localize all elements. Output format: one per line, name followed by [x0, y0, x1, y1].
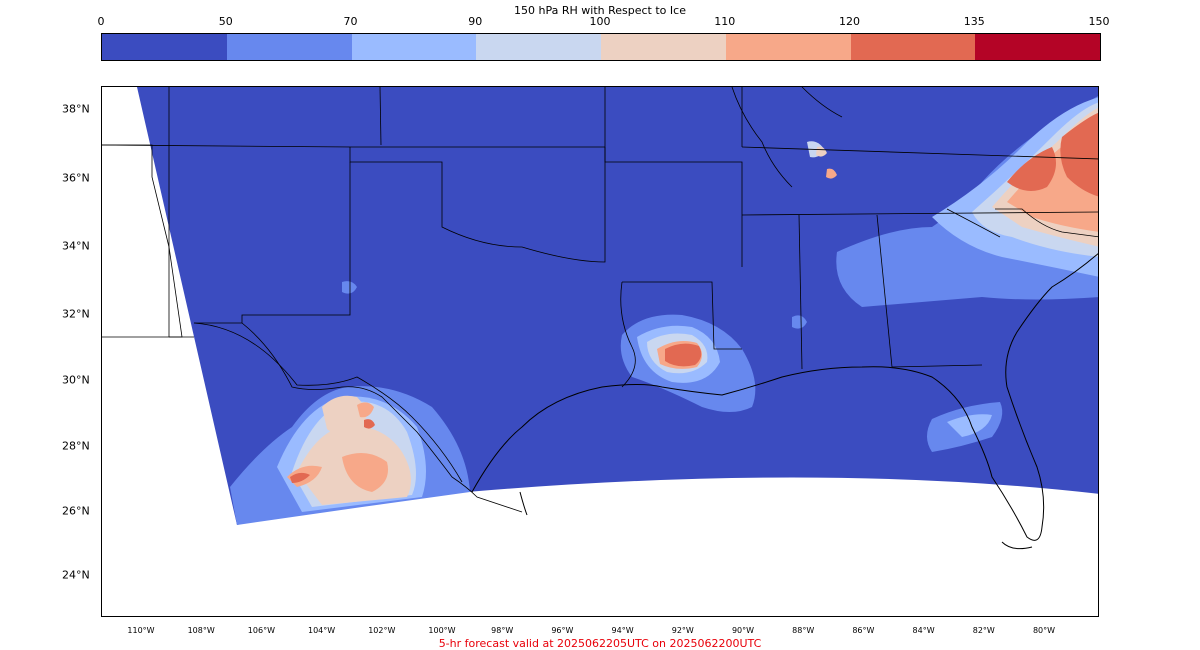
colorbar-tick-5: 110 — [714, 15, 736, 28]
colorbar-segment-5 — [725, 34, 851, 60]
lon-label-5: 100°W — [428, 626, 456, 635]
lon-label-3: 104°W — [308, 626, 336, 635]
colorbar-segment-3 — [476, 34, 601, 60]
lon-label-11: 88°W — [792, 626, 815, 635]
lon-label-12: 86°W — [852, 626, 875, 635]
lat-label-5: 28°N — [62, 439, 90, 453]
colorbar-tick-2: 70 — [343, 15, 358, 28]
map-svg — [102, 87, 1098, 550]
colorbar-tick-3: 90 — [468, 15, 483, 28]
colorbar-tick-4: 100 — [589, 15, 611, 28]
lon-label-7: 96°W — [551, 626, 574, 635]
lon-label-8: 94°W — [611, 626, 634, 635]
colorbar-segment-1 — [226, 34, 352, 60]
lat-label-7: 24°N — [62, 568, 90, 582]
colorbar-segment-6 — [850, 34, 976, 60]
lon-label-2: 106°W — [247, 626, 275, 635]
colorbar-tick-1: 50 — [218, 15, 233, 28]
western-outline — [102, 144, 183, 338]
colorbar-title: 150 hPa RH with Respect to Ice — [514, 4, 686, 17]
forecast-caption: 5-hr forecast valid at 2025062205UTC on … — [438, 637, 762, 650]
lon-label-10: 90°W — [731, 626, 755, 635]
colorbar-tick-6: 120 — [839, 15, 860, 28]
lon-label-4: 102°W — [368, 626, 396, 635]
colorbar-segment-2 — [351, 34, 477, 60]
lat-label-1: 36°N — [62, 171, 90, 185]
lon-label-13: 84°W — [912, 626, 935, 635]
lat-label-3: 32°N — [62, 307, 90, 321]
international-border — [241, 322, 523, 513]
colorbar-segment-7 — [975, 34, 1100, 60]
lon-label-0: 110°W — [127, 626, 155, 635]
lat-label-0: 38°N — [62, 102, 90, 116]
lon-label-9: 92°W — [671, 626, 694, 635]
map-panel — [101, 86, 1099, 617]
colorbar-tick-8: 150 — [1088, 15, 1110, 28]
lon-label-1: 108°W — [187, 626, 215, 635]
lon-label-6: 98°W — [491, 626, 514, 635]
lat-label-4: 30°N — [62, 373, 90, 387]
lon-label-14: 82°W — [972, 626, 995, 635]
colorbar — [101, 33, 1101, 61]
lat-label-2: 34°N — [62, 239, 90, 253]
coastlines — [471, 253, 1098, 550]
lon-label-15: 80°W — [1032, 626, 1056, 635]
colorbar-segment-4 — [601, 34, 726, 60]
colorbar-segment-0 — [102, 34, 227, 60]
colorbar-tick-0: 0 — [97, 15, 105, 28]
state-borders — [102, 87, 1098, 483]
lat-label-6: 26°N — [62, 504, 90, 518]
rh-120-135-areas — [290, 112, 1098, 483]
colorbar-tick-7: 135 — [963, 15, 985, 28]
